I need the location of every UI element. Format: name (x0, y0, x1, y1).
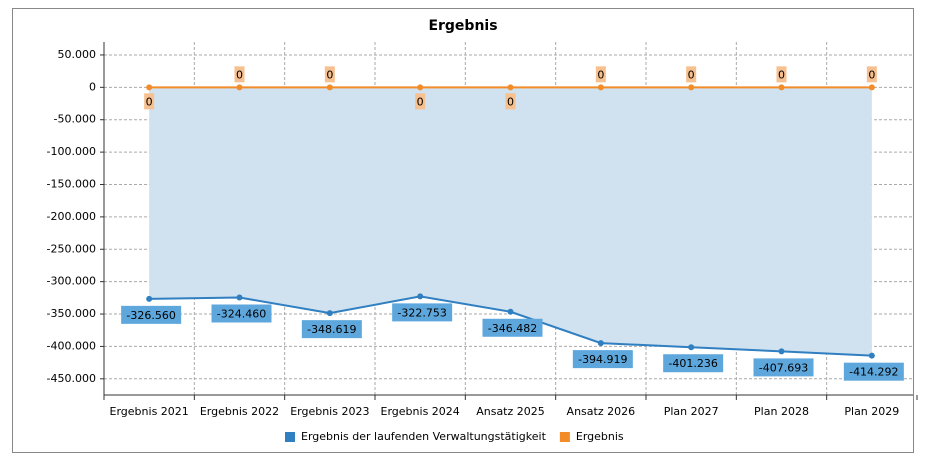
point (507, 84, 514, 91)
point (236, 294, 243, 301)
x-tick-label: Ansatz 2025 (476, 405, 545, 418)
value-label-bg (595, 66, 606, 83)
value-label: -394.919 (578, 353, 627, 366)
value-label-bg (482, 318, 543, 337)
value-label: -322.753 (397, 306, 446, 319)
legend-swatch (285, 432, 295, 442)
y-tick-label: -200.000 (47, 210, 96, 223)
x-tick-label: Plan 2028 (754, 405, 809, 418)
x-tick-label: Ergebnis 2021 (110, 405, 189, 418)
x-tick-label: Ergebnis 2024 (381, 405, 460, 418)
y-tick-label: -400.000 (47, 339, 96, 352)
value-label: -401.236 (668, 357, 717, 370)
point (688, 84, 695, 91)
point (326, 310, 333, 317)
value-label-bg (686, 66, 697, 83)
y-tick-label: -100.000 (47, 145, 96, 158)
value-label-bg (753, 358, 814, 377)
point (236, 84, 243, 91)
point (597, 340, 604, 347)
point (146, 84, 153, 91)
value-label-bg (663, 354, 724, 373)
y-tick-label: -150.000 (47, 177, 96, 190)
point (507, 308, 514, 315)
value-label: 0 (778, 68, 785, 81)
y-tick-label: 0 (89, 80, 96, 93)
legend-swatch (559, 432, 570, 442)
point (417, 84, 424, 91)
chart-title: Ergebnis (428, 18, 497, 34)
y-tick-label: -300.000 (47, 275, 96, 288)
value-label: -346.482 (488, 322, 537, 335)
point (326, 84, 333, 91)
value-label-bg (572, 350, 633, 369)
value-label: 0 (507, 95, 514, 108)
legend-label: Ergebnis (576, 430, 624, 443)
value-label: 0 (868, 68, 875, 81)
value-label: -407.693 (759, 361, 808, 374)
point (597, 84, 604, 91)
value-label-bg (144, 93, 155, 110)
value-label: 0 (326, 68, 333, 81)
x-tick-label: Plan 2029 (844, 405, 899, 418)
y-tick-label: -250.000 (47, 242, 96, 255)
point (868, 84, 875, 91)
point (146, 295, 153, 302)
value-label: -414.292 (849, 366, 898, 379)
y-tick-label: -50.000 (54, 113, 96, 126)
value-label-bg (301, 320, 362, 339)
value-label-bg (211, 304, 272, 323)
value-label: -326.560 (126, 309, 175, 322)
value-label-bg (843, 362, 904, 381)
y-tick-label: -350.000 (47, 307, 96, 320)
y-tick-label: -450.000 (47, 372, 96, 385)
x-tick-label: Ergebnis 2023 (290, 405, 369, 418)
x-tick-label: Ergebnis 2022 (200, 405, 279, 418)
value-label: 0 (417, 95, 424, 108)
value-label-bg (866, 66, 877, 83)
area (149, 87, 872, 356)
value-label: 0 (688, 68, 695, 81)
value-label-bg (415, 93, 426, 110)
value-label-bg (776, 66, 787, 83)
legend-label: Ergebnis der laufenden Verwaltungstätigk… (301, 430, 547, 443)
value-label: -324.460 (217, 307, 266, 320)
point (868, 352, 875, 359)
point (688, 344, 695, 351)
point (778, 84, 785, 91)
value-label-bg (392, 303, 453, 322)
x-tick-label: Plan 2027 (664, 405, 719, 418)
value-label-bg (234, 66, 245, 83)
value-label: -348.619 (307, 323, 356, 336)
value-label-bg (324, 66, 335, 83)
value-label: 0 (597, 68, 604, 81)
value-label: 0 (236, 68, 243, 81)
point (417, 293, 424, 300)
x-tick-label: Ansatz 2026 (567, 405, 636, 418)
y-tick-label: 50.000 (58, 48, 97, 61)
point (778, 348, 785, 355)
value-label-bg (505, 93, 516, 110)
value-label: 0 (146, 95, 153, 108)
value-label-bg (121, 305, 182, 324)
